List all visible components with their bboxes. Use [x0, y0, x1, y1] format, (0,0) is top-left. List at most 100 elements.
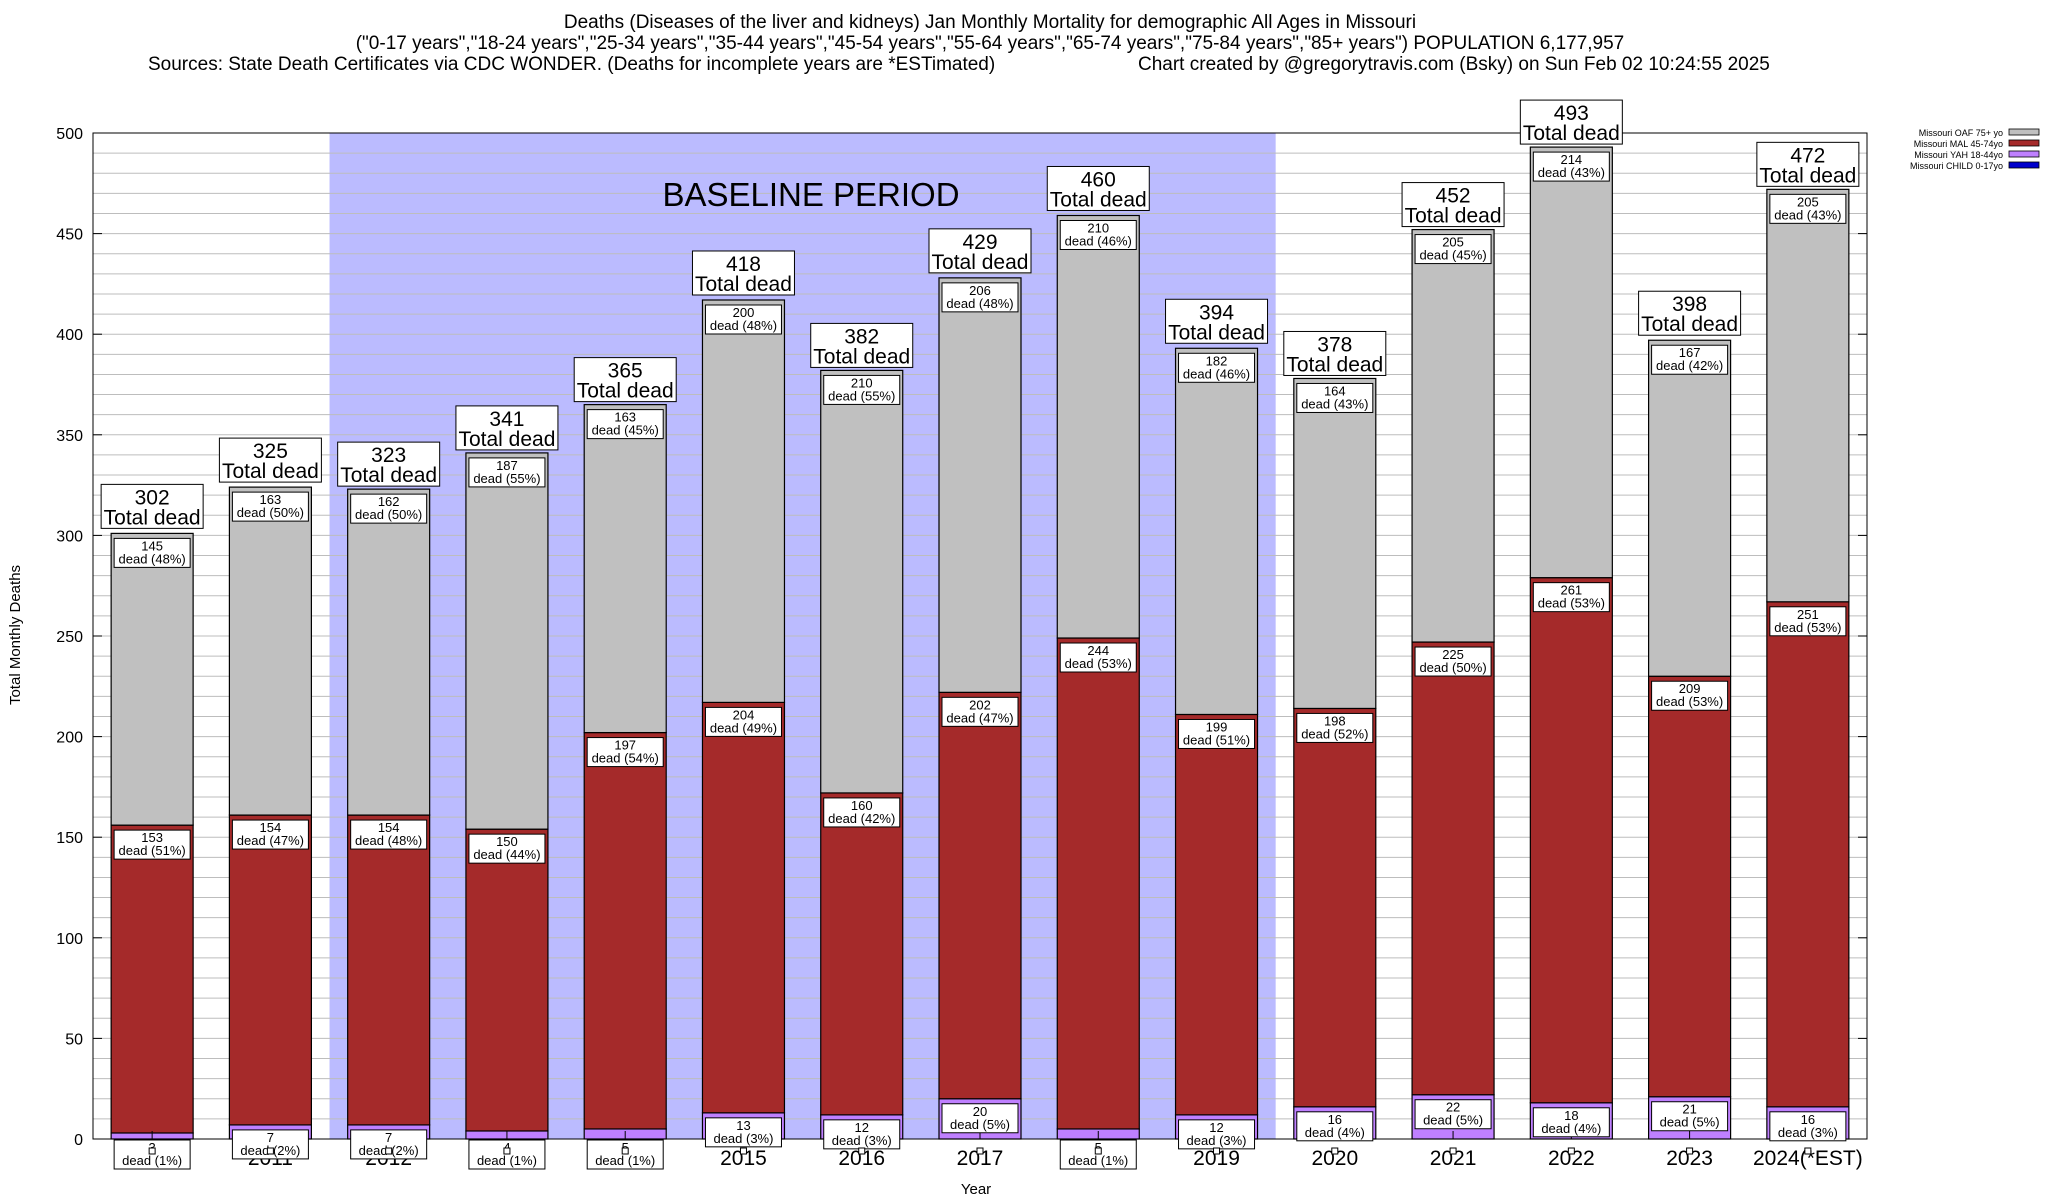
- child-marker: [1331, 1147, 1339, 1155]
- segment-label: dead (43%): [1774, 207, 1841, 222]
- child-marker: [1804, 1147, 1812, 1155]
- bar-segment: [228, 814, 312, 1126]
- total-value: 460: [1081, 168, 1116, 191]
- segment-value: 13: [736, 1118, 750, 1133]
- segment-value: 199: [1206, 719, 1228, 734]
- legend-label: Missouri MAL 45-74yo: [1914, 139, 2003, 149]
- y-tick-label: 0: [74, 1132, 83, 1149]
- bar-segment: [1174, 713, 1259, 1116]
- total-label: Total dead: [577, 380, 674, 403]
- x-tick-label: 2016: [838, 1147, 885, 1170]
- total-label-box: [1046, 165, 1150, 211]
- total-value: 365: [608, 360, 643, 383]
- segment-value: 7: [267, 1130, 274, 1145]
- segment-value: 16: [1328, 1112, 1342, 1127]
- segment-label: dead (53%): [1538, 596, 1605, 611]
- segment-label-box: [1651, 680, 1729, 711]
- segment-value: 198: [1324, 713, 1346, 728]
- segment-value: 182: [1206, 353, 1228, 368]
- segment-value: 18: [1564, 1108, 1578, 1123]
- segment-value: 209: [1679, 681, 1701, 696]
- y-tick-label: 400: [56, 327, 83, 344]
- segment-label-box: [1532, 151, 1610, 182]
- segment-value: 16: [1801, 1112, 1815, 1127]
- child-marker: [621, 1147, 629, 1155]
- bar-segment: [1766, 601, 1850, 1108]
- total-label-box: [1283, 330, 1387, 376]
- total-label: Total dead: [1759, 164, 1856, 187]
- segment-label-box: [1059, 219, 1137, 250]
- segment-label: dead (3%): [1187, 1133, 1247, 1148]
- segment-label-box: [1178, 718, 1256, 749]
- x-tick-label: 2023: [1666, 1147, 1713, 1170]
- total-label: Total dead: [695, 273, 792, 296]
- segment-label-box: [704, 1117, 782, 1148]
- segment-label-box: [823, 1119, 901, 1150]
- bar-segment: [820, 369, 904, 794]
- segment-value: 210: [1087, 220, 1109, 235]
- segment-value: 154: [378, 820, 400, 835]
- chart-sources: Sources: State Death Certificates via CD…: [148, 54, 996, 75]
- total-label-box: [218, 437, 322, 483]
- segment-label: dead (45%): [592, 423, 659, 438]
- legend-label: Missouri YAH 18-44yo: [1914, 150, 2003, 160]
- legend-swatch: [2008, 150, 2040, 158]
- segment-label: dead (3%): [832, 1133, 892, 1148]
- segment-label: dead (44%): [473, 847, 540, 862]
- bar-segment: [820, 792, 904, 1116]
- segment-label: dead (5%): [1423, 1113, 1483, 1128]
- segment-value: 202: [969, 697, 991, 712]
- x-tick-label: 2024(*EST): [1753, 1147, 1863, 1170]
- segment-value: 163: [614, 410, 636, 425]
- segment-label-box: [113, 829, 191, 860]
- segment-label-box: [231, 491, 309, 522]
- segment-label: dead (55%): [473, 471, 540, 486]
- segment-label-box: [1532, 1107, 1610, 1138]
- segment-label: dead (1%): [122, 1153, 182, 1168]
- x-axis-label: Year: [961, 1181, 991, 1198]
- total-value: 429: [962, 231, 997, 254]
- segment-value: 153: [141, 830, 163, 845]
- total-label-box: [1401, 182, 1505, 228]
- child-marker: [858, 1147, 866, 1155]
- segment-label-box: [1414, 646, 1492, 677]
- y-tick-label: 200: [56, 730, 83, 747]
- total-value: 394: [1199, 301, 1234, 324]
- segment-label: dead (53%): [1656, 694, 1723, 709]
- bar-segment: [1056, 637, 1140, 1130]
- segment-label: dead (55%): [828, 388, 895, 403]
- segment-label-box: [1178, 352, 1256, 383]
- total-label: Total dead: [222, 460, 319, 483]
- segment-label-box: [1178, 1119, 1256, 1150]
- segment-value: 20: [973, 1104, 987, 1119]
- y-tick-label: 350: [56, 428, 83, 445]
- segment-label: dead (50%): [1419, 660, 1486, 675]
- bar-segment: [583, 731, 667, 1130]
- bar-segment: [1529, 577, 1613, 1104]
- segment-value: 150: [496, 834, 518, 849]
- segment-label-box: [1296, 382, 1374, 413]
- child-marker: [1094, 1147, 1102, 1155]
- segment-label-box: [1769, 1111, 1847, 1142]
- segment-label: dead (47%): [237, 833, 304, 848]
- bar-segment: [583, 404, 667, 734]
- total-label: Total dead: [1641, 313, 1738, 336]
- segment-value: 187: [496, 458, 518, 473]
- child-marker: [1449, 1147, 1457, 1155]
- bar-segment: [1293, 377, 1377, 710]
- segment-label-box: [823, 797, 901, 828]
- total-label-box: [100, 483, 204, 529]
- y-tick-label: 500: [56, 126, 83, 143]
- total-label: Total dead: [1523, 122, 1620, 145]
- baseline-annotation: BASELINE PERIOD: [662, 176, 959, 213]
- segment-value: 210: [851, 375, 873, 390]
- segment-label-box: [1414, 1099, 1492, 1130]
- segment-value: 244: [1087, 643, 1109, 658]
- bar-segment: [1647, 675, 1732, 1098]
- total-value: 323: [371, 444, 406, 467]
- total-label-box: [810, 322, 914, 368]
- total-label: Total dead: [104, 506, 201, 529]
- segment-label: dead (49%): [710, 720, 777, 735]
- segment-label-box: [704, 706, 782, 737]
